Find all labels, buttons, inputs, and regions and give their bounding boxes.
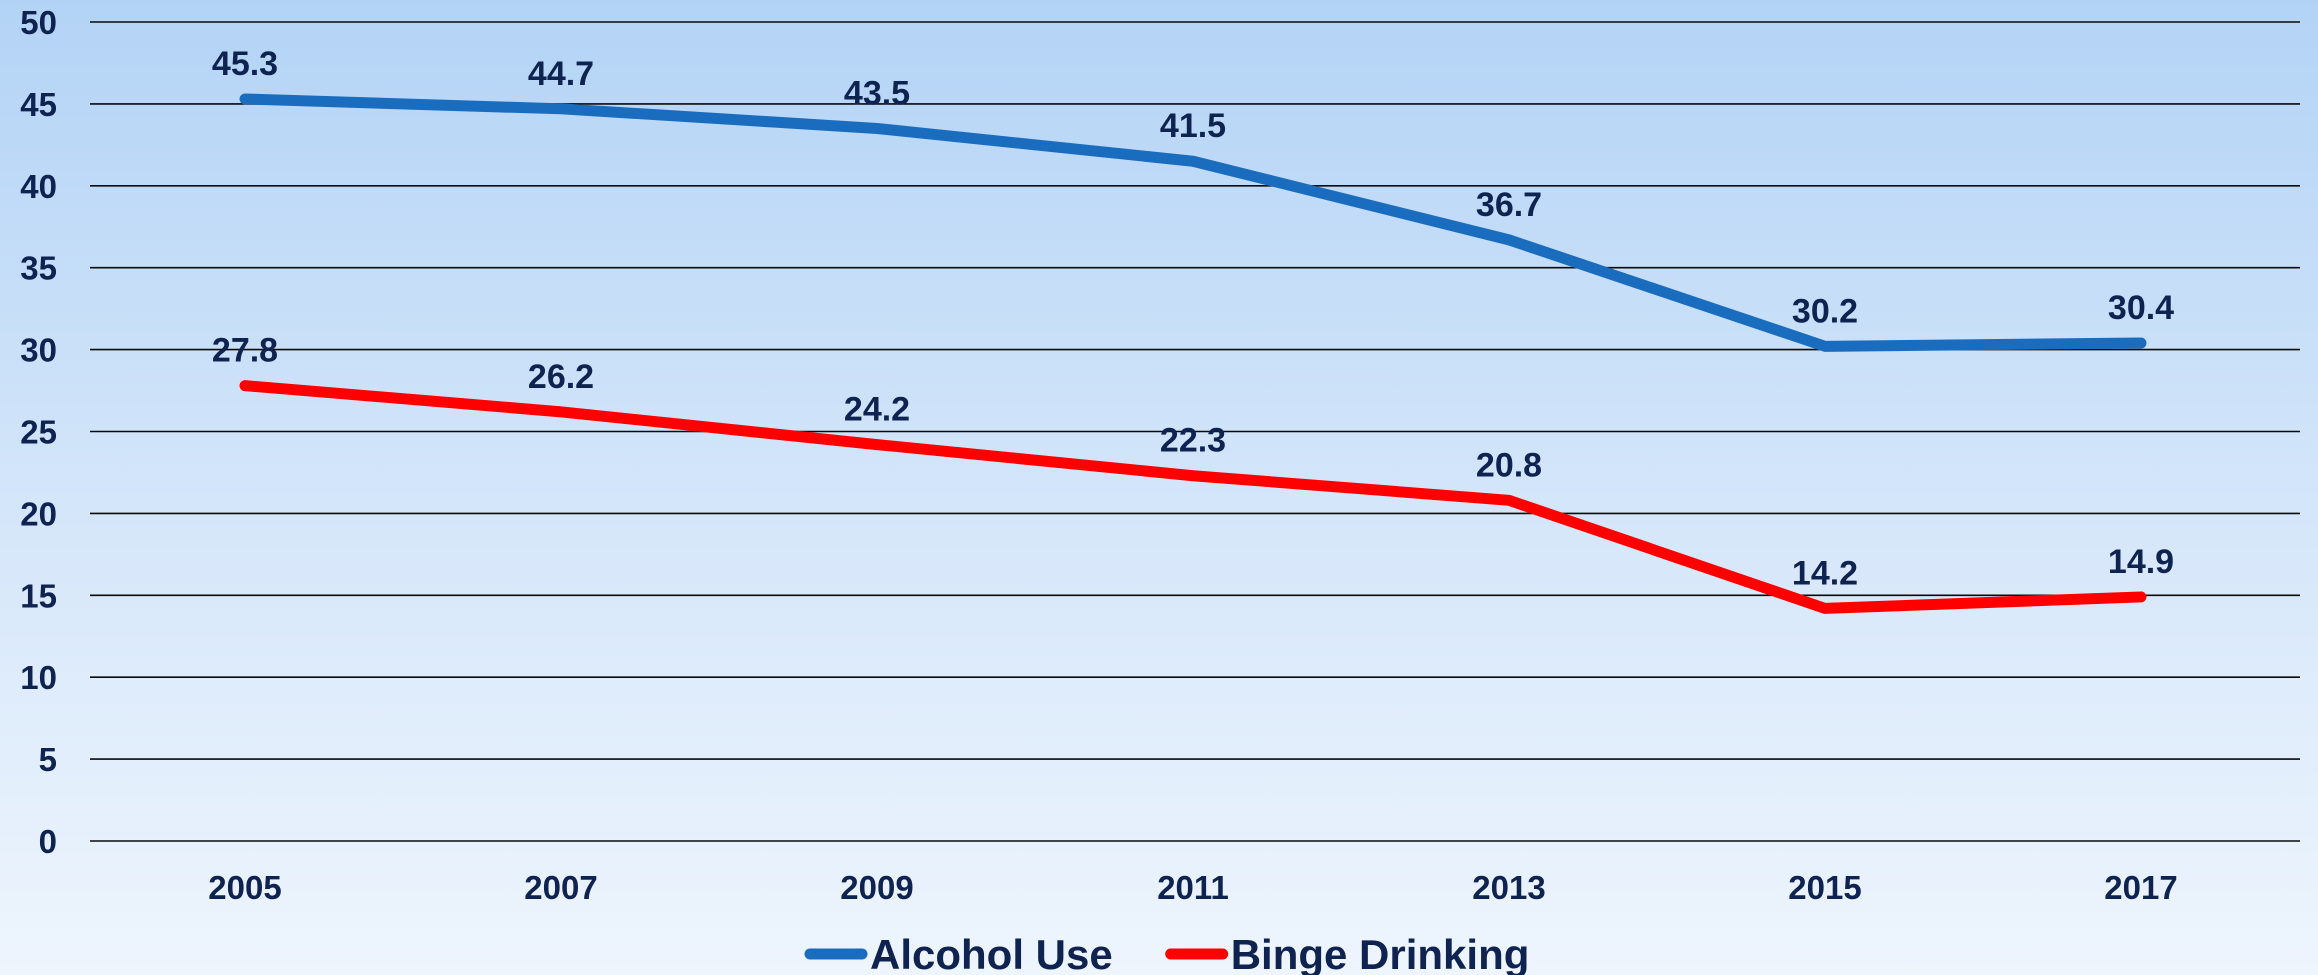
data-label: 30.4 xyxy=(2108,289,2174,327)
x-tick-label: 2007 xyxy=(524,869,597,906)
data-label: 43.5 xyxy=(844,74,910,112)
y-tick-label: 50 xyxy=(20,4,57,41)
y-axis-ticks: 0 5 10 15 20 25 30 35 40 45 50 xyxy=(20,4,57,860)
data-label: 36.7 xyxy=(1476,186,1542,224)
y-tick-label: 30 xyxy=(20,332,57,369)
x-tick-label: 2013 xyxy=(1472,869,1545,906)
series-line-1 xyxy=(239,93,2147,352)
y-tick-label: 35 xyxy=(20,250,57,287)
x-axis-ticks: 2005 2007 2009 2011 2013 2015 2017 xyxy=(208,869,2177,906)
data-labels: 45.3 44.7 43.5 41.5 36.7 30.2 30.4 27.8 26.2 24.2… xyxy=(212,45,2174,592)
x-tick-label: 2011 xyxy=(1157,869,1229,906)
y-tick-label: 10 xyxy=(20,659,57,696)
x-tick-label: 2015 xyxy=(1788,869,1861,906)
data-label: 24.2 xyxy=(844,391,910,429)
series-lines xyxy=(239,93,2147,614)
data-label: 14.2 xyxy=(1792,554,1858,592)
x-tick-label: 2005 xyxy=(208,869,281,906)
data-label: 27.8 xyxy=(212,332,278,370)
data-label: 30.2 xyxy=(1792,292,1858,330)
x-tick-label: 2009 xyxy=(840,869,913,906)
data-label: 45.3 xyxy=(212,45,278,83)
y-tick-label: 45 xyxy=(20,86,57,123)
y-tick-label: 0 xyxy=(39,823,57,860)
legend: Alcohol Use Binge Drinking xyxy=(804,931,1530,975)
data-label: 26.2 xyxy=(528,358,594,396)
data-label: 22.3 xyxy=(1160,422,1226,460)
x-tick-label: 2017 xyxy=(2104,869,2177,906)
data-label: 20.8 xyxy=(1476,446,1542,484)
data-label: 44.7 xyxy=(528,55,594,93)
legend-label-2: Binge Drinking xyxy=(1231,931,1530,975)
y-tick-label: 20 xyxy=(20,495,57,532)
y-tick-label: 25 xyxy=(20,414,57,451)
data-label: 41.5 xyxy=(1160,107,1226,145)
legend-label-1: Alcohol Use xyxy=(870,931,1113,975)
gridlines xyxy=(90,21,2300,842)
series-line-2 xyxy=(239,380,2147,614)
y-tick-label: 40 xyxy=(20,168,57,205)
data-label: 14.9 xyxy=(2108,543,2174,581)
y-tick-label: 15 xyxy=(20,577,57,614)
y-tick-label: 5 xyxy=(39,741,57,778)
